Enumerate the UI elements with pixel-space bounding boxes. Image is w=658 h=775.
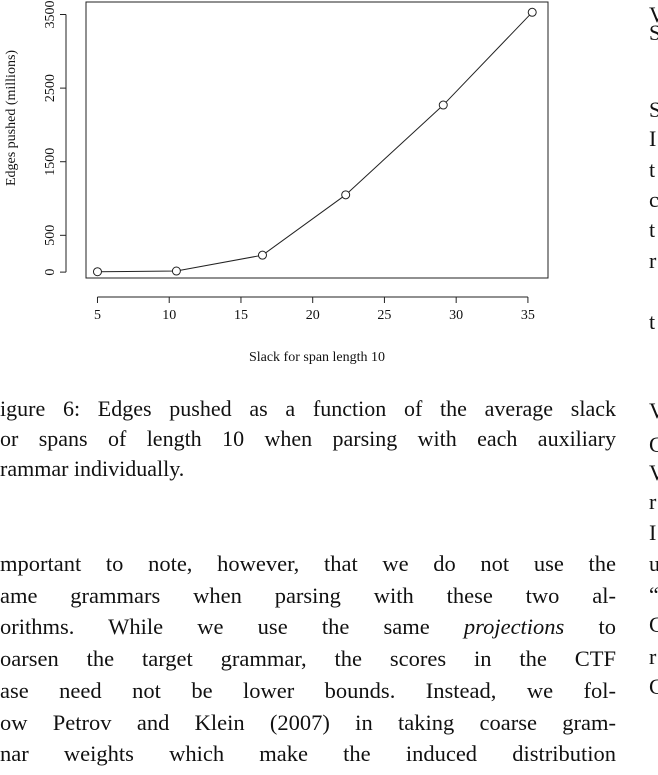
y-tick-label: 1500 <box>43 148 58 176</box>
right-column-glyph: “ <box>649 582 658 607</box>
right-column-glyph: r <box>649 644 657 669</box>
figure-caption: igure 6: Edges pushed as a function of t… <box>0 394 616 484</box>
body-text: orithms. While we use the same <box>0 614 464 640</box>
right-column-glyph: C <box>649 674 658 699</box>
data-point <box>171 266 181 276</box>
edges-pushed-chart: 5 10 15 20 25 30 35 0 500 1500 2500 3500 Slack for… <box>4 1 549 365</box>
body-line: oarsen the target grammar, the scores in… <box>0 646 616 672</box>
right-column-glyph: t <box>649 309 656 334</box>
y-axis: 0 500 1500 2500 3500 <box>43 1 67 276</box>
data-point <box>527 7 537 17</box>
x-tick-label: 25 <box>377 308 391 323</box>
right-column-glyph: t <box>649 217 656 242</box>
x-tick-label: 5 <box>94 308 101 323</box>
body-paragraph: mportant to note, however, that we do no… <box>0 548 616 770</box>
right-column-glyph: t <box>649 157 656 182</box>
plot-frame <box>85 1 549 279</box>
y-tick-label: 3500 <box>43 1 58 29</box>
x-axis-label: Slack for span length 10 <box>249 350 385 365</box>
x-tick-label: 35 <box>521 308 535 323</box>
right-column-glyph: u <box>649 551 658 576</box>
data-point <box>341 190 351 200</box>
body-line: orithms. While we use the same projectio… <box>0 611 616 643</box>
right-column-glyph: S <box>649 97 658 122</box>
caption-line: or spans of length 10 when parsing with … <box>0 426 616 451</box>
x-axis: 5 10 15 20 25 30 35 <box>94 296 535 323</box>
data-point <box>438 100 448 110</box>
right-column-glyph: V <box>649 2 658 27</box>
right-column-glyph: I <box>649 126 657 151</box>
x-tick-label: 20 <box>306 308 320 323</box>
right-column-glyph: C <box>649 612 658 637</box>
caption-line: igure 6: Edges pushed as a function of t… <box>0 396 616 421</box>
right-column-glyph: V <box>649 398 658 423</box>
body-text: to <box>564 614 616 640</box>
y-tick-label: 2500 <box>43 74 58 102</box>
right-column-glyph: c <box>649 187 658 212</box>
right-column-glyph: S <box>649 20 658 45</box>
data-point <box>92 267 102 277</box>
body-line: mportant to note, however, that we do no… <box>0 551 616 576</box>
right-column-glyph: r <box>649 489 657 514</box>
x-tick-label: 10 <box>162 308 176 323</box>
y-axis-label: Edges pushed (millions) <box>4 50 19 186</box>
right-column-glyph: V <box>649 460 658 485</box>
body-line: ase need not be lower bounds. Instead, w… <box>0 677 616 703</box>
body-line: ow Petrov and Klein (2007) in taking coa… <box>0 709 616 735</box>
data-point <box>257 250 267 260</box>
emphasis-projections: projections <box>463 614 565 640</box>
body-line: nar weights which make the induced distr… <box>0 741 616 767</box>
series-line <box>97 11 533 273</box>
x-tick-label: 15 <box>234 308 248 323</box>
y-tick-label: 500 <box>43 225 58 246</box>
x-tick-label: 30 <box>449 308 463 323</box>
body-line: ame grammars when parsing with these two… <box>0 582 616 608</box>
right-column-glyph: I <box>649 520 657 545</box>
right-column-glyph: r <box>649 248 657 273</box>
y-tick-label: 0 <box>43 269 58 276</box>
right-column-glyph: C <box>649 432 658 457</box>
caption-line: rammar individually. <box>0 456 185 481</box>
